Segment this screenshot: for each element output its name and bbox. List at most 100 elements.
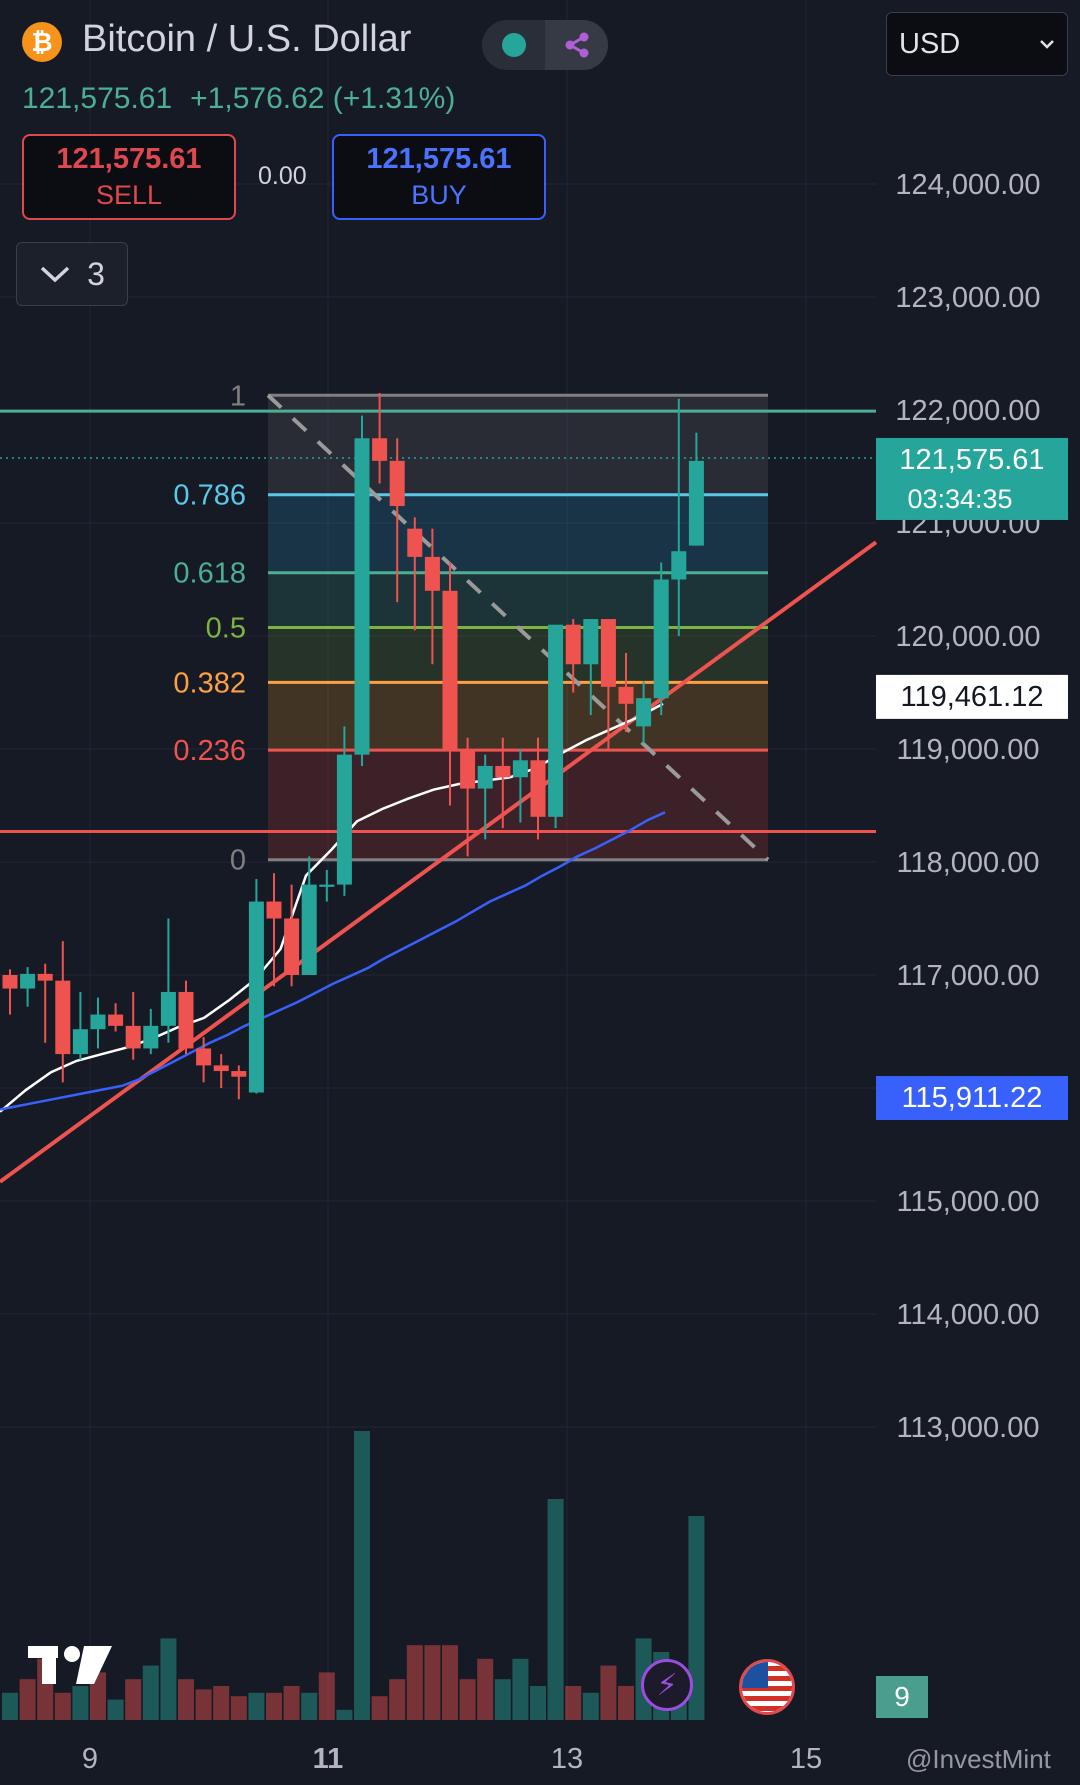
y-tick-label: 117,000.00 xyxy=(897,960,1040,992)
volume-bar xyxy=(512,1658,529,1720)
fib-level-label: 0.5 xyxy=(206,613,246,645)
candle-body xyxy=(284,918,300,975)
volume-bar xyxy=(424,1645,441,1720)
volume-bar xyxy=(19,1679,36,1720)
candle-body xyxy=(55,980,71,1055)
volume-bar xyxy=(125,1679,142,1720)
candle-body xyxy=(20,973,36,989)
volume-bar xyxy=(142,1665,159,1720)
lightning-icon[interactable]: ⚡ xyxy=(641,1659,693,1711)
sell-button[interactable]: 121,575.61 SELL xyxy=(22,134,236,220)
candle-body xyxy=(618,686,634,704)
volume-bar xyxy=(90,1672,106,1720)
candle-body xyxy=(231,1071,247,1077)
volume-bar xyxy=(530,1686,546,1720)
candle-body xyxy=(424,556,440,591)
price-axis-label xyxy=(876,674,1068,719)
volume-bar xyxy=(2,1692,18,1720)
volume-bar xyxy=(195,1689,212,1720)
buy-price: 121,575.61 xyxy=(366,143,512,175)
status-pill[interactable] xyxy=(482,20,608,70)
ma-slow-line xyxy=(0,811,666,1111)
y-tick-label: 114,000.00 xyxy=(897,1299,1040,1331)
x-tick-label: 15 xyxy=(790,1743,822,1775)
symbol-title[interactable]: Bitcoin / U.S. Dollar xyxy=(82,18,412,60)
candle-body xyxy=(372,438,388,461)
fib-zone xyxy=(268,627,768,683)
volume-bar xyxy=(600,1665,617,1720)
candle-body xyxy=(336,754,352,885)
volume-bar xyxy=(230,1696,247,1720)
y-tick-label: 119,000.00 xyxy=(897,734,1040,766)
volume-bar xyxy=(547,1499,564,1720)
bitcoin-icon: ₿ xyxy=(22,22,62,62)
fib-level-label: 0.236 xyxy=(173,735,246,767)
candle-body xyxy=(266,901,282,919)
candle-body xyxy=(108,1014,124,1026)
x-tick-label: 13 xyxy=(551,1743,583,1775)
fib-level-label: 0 xyxy=(230,845,246,877)
volume-bar xyxy=(160,1638,177,1720)
price-change: +1,576.62 (+1.31%) xyxy=(190,82,456,115)
candle-body xyxy=(565,624,581,665)
candle-body xyxy=(248,901,264,1093)
volume-bar xyxy=(459,1679,476,1720)
share-nodes-icon[interactable] xyxy=(545,20,608,70)
candle-body xyxy=(125,1025,141,1049)
volume-bar xyxy=(389,1679,406,1720)
candle-body xyxy=(548,624,564,817)
candle-body xyxy=(143,1025,159,1049)
candle-body xyxy=(495,765,511,778)
fib-zone xyxy=(268,682,768,751)
y-tick-label: 113,000.00 xyxy=(897,1412,1040,1444)
x-tick-label: 9 xyxy=(82,1743,98,1775)
watermark: @InvestMint xyxy=(906,1744,1051,1774)
y-tick-label: 122,000.00 xyxy=(895,395,1040,427)
candle-body xyxy=(512,760,528,778)
volume-bar xyxy=(213,1686,230,1720)
price-summary: 121,575.61 +1,576.62 (+1.31%) xyxy=(22,82,455,116)
volume-bar xyxy=(582,1692,599,1720)
x-tick-label: 11 xyxy=(313,1743,344,1775)
chevron-down-icon xyxy=(1040,40,1054,49)
indicators-toggle-button[interactable]: 3 xyxy=(16,242,128,306)
y-tick-label: 123,000.00 xyxy=(895,282,1040,314)
volume-bar xyxy=(406,1645,423,1720)
y-tick-label: 118,000.00 xyxy=(897,847,1040,879)
candle-body xyxy=(600,619,616,687)
level-badge[interactable]: 9 xyxy=(876,1676,928,1718)
buy-button[interactable]: 121,575.61 BUY xyxy=(332,134,546,220)
market-open-icon xyxy=(482,20,545,70)
candle-body xyxy=(530,760,546,817)
candle-body xyxy=(178,991,194,1049)
volume-bar xyxy=(565,1686,582,1720)
fib-zone xyxy=(268,572,768,628)
fib-level-label: 0.382 xyxy=(173,667,246,699)
candle-body xyxy=(72,1029,88,1055)
candle-body xyxy=(354,438,370,755)
candle-body xyxy=(460,749,476,789)
fib-level-label: 0.618 xyxy=(173,558,246,590)
price-axis-label-text: 121,575.61 xyxy=(899,444,1044,476)
volume-bar xyxy=(301,1692,318,1720)
us-flag-icon[interactable] xyxy=(739,1659,795,1715)
volume-bar xyxy=(494,1679,511,1720)
price-axis-label xyxy=(876,1076,1068,1121)
candle-body xyxy=(301,884,317,975)
candle-body xyxy=(636,698,652,727)
y-tick-label: 115,000.00 xyxy=(897,1186,1040,1218)
indicator-count: 3 xyxy=(87,255,105,292)
volume-bar xyxy=(266,1692,282,1720)
candle-body xyxy=(653,579,669,699)
sell-price: 121,575.61 xyxy=(56,143,202,175)
volume-bar xyxy=(54,1692,71,1720)
last-price: 121,575.61 xyxy=(22,82,173,115)
candle-body xyxy=(319,884,335,887)
chevron-down-icon xyxy=(40,266,70,283)
volume-bar xyxy=(72,1686,89,1720)
currency-select[interactable]: USD xyxy=(886,12,1068,76)
volume-bar xyxy=(283,1686,300,1720)
volume-bar xyxy=(354,1431,370,1720)
fib-trend-line xyxy=(266,393,770,862)
